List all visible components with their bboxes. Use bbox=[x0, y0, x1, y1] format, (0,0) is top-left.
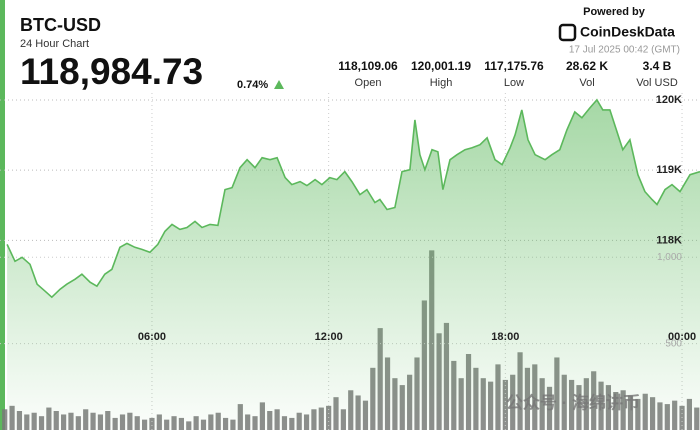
y-tick-label: 118K bbox=[656, 234, 682, 246]
stat-label: Low bbox=[504, 77, 524, 89]
change: 0.74% bbox=[237, 79, 268, 91]
price-line bbox=[6, 98, 700, 299]
volume-bar bbox=[2, 409, 8, 430]
volume-tick-label: 500 bbox=[665, 338, 682, 349]
stat-label: Vol USD bbox=[636, 77, 678, 89]
powered-by: Powered by bbox=[583, 6, 646, 18]
timestamp: 17 Jul 2025 00:42 (GMT) bbox=[569, 45, 680, 56]
x-tick-label: 00:00 bbox=[668, 331, 696, 343]
x-tick-label: 12:00 bbox=[315, 331, 343, 343]
x-tick-label: 18:00 bbox=[491, 331, 519, 343]
stat-value: 120,001.19 bbox=[411, 59, 471, 73]
brand: CoinDeskData bbox=[580, 24, 675, 40]
subtitle: 24 Hour Chart bbox=[20, 38, 89, 50]
volume-tick-label: 1,000 bbox=[657, 252, 682, 263]
y-tick-label: 120K bbox=[656, 94, 682, 106]
symbol: BTC-USD bbox=[20, 15, 101, 35]
price-area bbox=[7, 99, 700, 430]
price: 118,984.73 bbox=[20, 51, 203, 92]
stat-value: 28.62 K bbox=[566, 59, 608, 73]
stat-label: Open bbox=[355, 77, 382, 89]
watermark: 公众号 · 海绵讲币 bbox=[506, 392, 640, 412]
x-tick-label: 06:00 bbox=[138, 331, 166, 343]
stat-value: 117,175.76 bbox=[484, 59, 544, 73]
stat-value: 3.4 B bbox=[643, 59, 672, 73]
brand-logo bbox=[558, 23, 577, 42]
y-tick-label: 119K bbox=[656, 164, 682, 176]
up-arrow bbox=[274, 80, 284, 89]
stat-label: Vol bbox=[579, 77, 594, 89]
stat-value: 118,109.06 bbox=[338, 59, 398, 73]
accent-stripe bbox=[0, 0, 5, 430]
stat-label: High bbox=[430, 77, 453, 89]
